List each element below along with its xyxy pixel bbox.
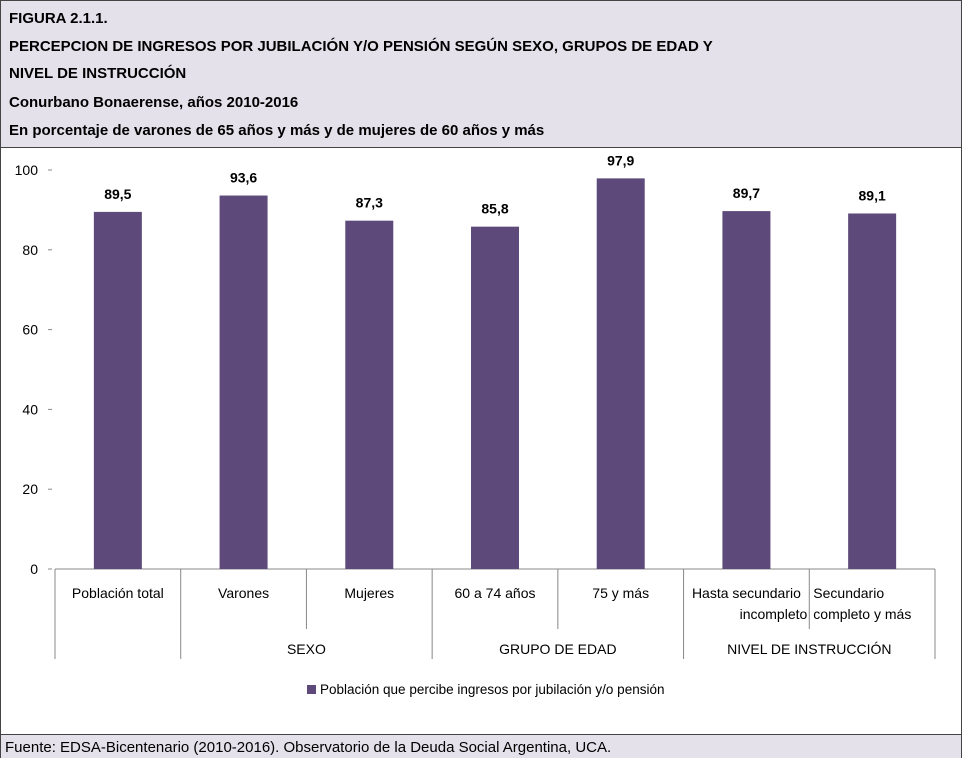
x-tick-label: Hasta secundario xyxy=(692,585,801,601)
figure-units-note: En porcentaje de varones de 65 años y má… xyxy=(9,122,545,139)
x-tick-label: Mujeres xyxy=(344,585,394,601)
figure-header: FIGURA 2.1.1. PERCEPCION DE INGRESOS POR… xyxy=(1,1,961,148)
group-label: NIVEL DE INSTRUCCIÓN xyxy=(727,641,891,657)
chart-legend: Población que percibe ingresos por jubil… xyxy=(307,682,664,697)
y-tick-label: 100 xyxy=(15,162,39,178)
data-label: 89,5 xyxy=(104,186,131,202)
bar xyxy=(93,211,142,569)
legend-label: Población que percibe ingresos por jubil… xyxy=(320,682,665,697)
bar xyxy=(722,211,771,570)
y-tick-label: 60 xyxy=(22,322,38,338)
group-label: GRUPO DE EDAD xyxy=(499,641,616,657)
figure-title-line-1: PERCEPCION DE INGRESOS POR JUBILACIÓN Y/… xyxy=(9,38,713,55)
figure-subtitle: Conurbano Bonaerense, años 2010-2016 xyxy=(9,94,299,111)
group-label: SEXO xyxy=(287,641,326,657)
y-tick-label: 80 xyxy=(22,242,38,258)
x-tick-label: Secundario xyxy=(813,585,884,601)
x-tick-label: 60 a 74 años xyxy=(455,585,536,601)
chart-area: 0 20 40 60 80 100 89,5 93,6 87,3 85,8 97,9 89,7 89,… xyxy=(1,148,961,734)
data-label: 97,9 xyxy=(607,152,634,168)
figure-label: FIGURA 2.1.1. xyxy=(9,10,108,27)
bar xyxy=(596,178,645,569)
y-tick-label: 20 xyxy=(22,481,38,497)
bar-chart: 0 20 40 60 80 100 89,5 93,6 87,3 85,8 97,9 89,7 89,… xyxy=(15,152,936,659)
x-tick-label: Varones xyxy=(218,585,269,601)
x-tick-label: incompleto xyxy=(740,606,808,622)
y-tick-label: 40 xyxy=(22,401,38,417)
data-label: 93,6 xyxy=(230,170,257,186)
bar xyxy=(345,220,394,569)
x-tick-label: Población total xyxy=(72,585,164,601)
figure-footer: Fuente: EDSA-Bicentenario (2010-2016). O… xyxy=(1,734,961,758)
data-label: 89,7 xyxy=(733,185,760,201)
x-tick-label: 75 y más xyxy=(592,585,649,601)
figure-title-line-2: NIVEL DE INSTRUCCIÓN xyxy=(9,65,187,82)
bar xyxy=(471,226,519,569)
data-label: 85,8 xyxy=(481,201,508,217)
y-tick-label: 0 xyxy=(30,561,38,577)
legend-swatch xyxy=(307,685,316,694)
source-note: Fuente: EDSA-Bicentenario (2010-2016). O… xyxy=(5,739,612,756)
x-tick-label: completo y más xyxy=(813,606,911,622)
data-label: 89,1 xyxy=(859,187,886,203)
data-label: 87,3 xyxy=(356,195,383,211)
bar xyxy=(848,213,897,569)
bar xyxy=(219,195,268,569)
